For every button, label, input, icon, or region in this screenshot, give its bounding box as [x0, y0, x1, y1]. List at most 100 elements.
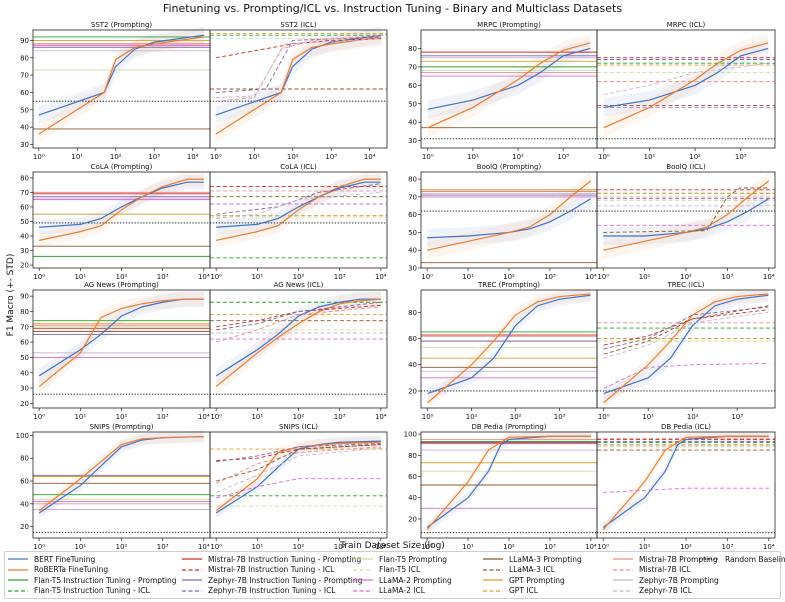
y-tick-label: 40 [20, 124, 29, 132]
series-line-bert_ft [603, 47, 769, 109]
x-tick-label: 10⁰ [598, 153, 610, 161]
y-tick-label: 40 [408, 361, 417, 369]
panel-title: CoLA (Prompting) [91, 163, 153, 171]
series-line-roberta_ft [215, 36, 382, 135]
series-line-roberta_ft [38, 298, 204, 388]
x-tick-label: 10² [110, 153, 122, 161]
x-tick-label: 10¹ [248, 153, 260, 161]
std-band [427, 189, 591, 247]
y-tick-label: 20 [20, 523, 29, 531]
legend-item-zephyr_icl: Zephyr-7B ICL [612, 586, 719, 597]
y-tick-label: 70 [20, 72, 29, 80]
x-tick-label: 10⁰ [597, 273, 609, 281]
x-tick-label: 10⁰ [210, 153, 222, 161]
x-tick-label: 10³ [157, 543, 169, 551]
legend-label: LLaMA-3 Prompting [509, 554, 582, 564]
y-tick-label: 60 [20, 339, 29, 347]
x-tick-label: 10² [287, 153, 299, 161]
panel-1: SST2 (ICL) 10⁰ 10¹ 10² 10³ 10⁴ [209, 21, 388, 161]
legend-item-bert_ft: BERT FineTuning [7, 554, 177, 565]
panel-title: TREC (ICL) [667, 281, 705, 289]
legend-swatch [353, 590, 373, 592]
axes-frame [596, 289, 776, 409]
x-tick-label: 10² [503, 543, 515, 551]
legend-item-flant5_p: Flan-T5 Prompting [352, 554, 452, 565]
x-tick-label: 10³ [334, 413, 346, 421]
x-tick-label: 10² [510, 413, 522, 421]
panel-13: SNIPS (ICL) 10⁰ 10¹ 10² 10³ 10⁴ [209, 423, 388, 551]
panel-title: AG News (ICL) [274, 281, 324, 289]
legend-swatch [613, 590, 633, 592]
legend-item-flant5_icl: Flan-T5 ICL [352, 565, 452, 576]
x-tick-label: 10⁰ [422, 413, 434, 421]
legend-swatch [353, 569, 373, 571]
series-line-roberta_ft [215, 298, 381, 388]
panel-title: SNIPS (Prompting) [89, 423, 153, 431]
series-line-bert_ft [603, 198, 770, 237]
std-band [216, 291, 381, 395]
legend-swatch [483, 558, 503, 560]
x-tick-label: 10³ [735, 153, 747, 161]
legend-swatch [182, 590, 202, 592]
legend-item-zephyr_p: Zephyr-7B Prompting [612, 575, 719, 586]
legend-swatch [699, 558, 719, 560]
series-line-llama2_icl [216, 478, 381, 499]
x-tick-label: 10⁰ [33, 543, 45, 551]
std-band [39, 291, 204, 384]
y-tick-label: 100 [16, 432, 29, 440]
y-tick-label: 40 [408, 119, 417, 127]
y-tick-label: 20 [408, 387, 417, 395]
series-line-bert_ft [215, 34, 382, 116]
std-band [215, 28, 382, 143]
x-tick-label: 10¹ [644, 153, 656, 161]
y-tick-label: 60 [20, 89, 29, 97]
legend-swatch [613, 558, 633, 560]
legend-label: Zephyr-7B ICL [639, 586, 692, 596]
panel-title: BoolQ (Prompting) [477, 163, 542, 171]
x-tick-label: 10¹ [251, 273, 263, 281]
series-line-llama3_icl [603, 187, 769, 233]
legend-label: LLaMA-2 Prompting [379, 575, 452, 585]
series-line-zephyr_icl [603, 311, 769, 359]
panel-7: BoolQ (ICL) 10⁰ 10¹ 10² 10³ 10⁴ [596, 163, 776, 281]
series-line-llama3_icl [216, 444, 381, 482]
x-tick-label: 10³ [334, 543, 346, 551]
legend-column: LLaMA-3 Prompting LLaMA-3 ICL GPT Promptin… [482, 554, 582, 596]
x-tick-label: 10³ [722, 273, 734, 281]
legend-label: Zephyr-7B Instruction Tuning - ICL [208, 586, 336, 596]
legend-column: BERT FineTuning RoBERTa FineTuning Flan-T5… [7, 554, 177, 596]
y-tick-label: 80 [408, 45, 417, 53]
panel-title: SST2 (Prompting) [91, 21, 153, 29]
series-line-llama2_icl [603, 487, 769, 493]
x-tick-label: 10³ [554, 413, 566, 421]
panel-4: CoLA (Prompting) 20 30 40 50 60 70 80 10⁰ 10¹ 10² 1… [20, 163, 211, 281]
legend-item-gpt_icl: GPT ICL [482, 586, 582, 597]
series-line-roberta_ft [427, 293, 591, 404]
series-line-mistral_icl [215, 34, 382, 102]
series-line-bert_ft [427, 294, 591, 395]
x-tick-label: 10³ [722, 543, 734, 551]
series-line-bert_ft [427, 198, 592, 239]
y-tick-label: 50 [20, 106, 29, 114]
y-tick-label: 50 [20, 354, 29, 362]
legend-swatch [613, 569, 633, 571]
series-line-bert_ft [427, 47, 591, 110]
x-tick-label: 10⁴ [198, 413, 210, 421]
legend-column: Random Baseline [698, 554, 785, 565]
legend-item-random: Random Baseline [698, 554, 785, 565]
legend-swatch [182, 558, 202, 560]
series-line-bert_ft [39, 181, 204, 228]
x-tick-label: 10¹ [466, 413, 478, 421]
x-tick-label: 10² [293, 273, 305, 281]
y-tick-label: 40 [20, 233, 29, 241]
legend-item-flant5_it_p: Flan-T5 Instruction Tuning - Prompting [7, 575, 177, 586]
legend-item-zephyr_it_p: Zephyr-7B Instruction Tuning - Prompting [181, 575, 362, 586]
series-line-bert_ft [38, 34, 205, 116]
x-tick-label: 10² [512, 153, 524, 161]
panel-title: TREC (Prompting) [477, 281, 540, 289]
legend-swatch [483, 569, 503, 571]
x-tick-label: 10⁰ [33, 273, 45, 281]
series-line-roberta_ft [39, 178, 204, 241]
legend-label: LLaMA-2 ICL [379, 586, 425, 596]
legend-swatch [483, 590, 503, 592]
